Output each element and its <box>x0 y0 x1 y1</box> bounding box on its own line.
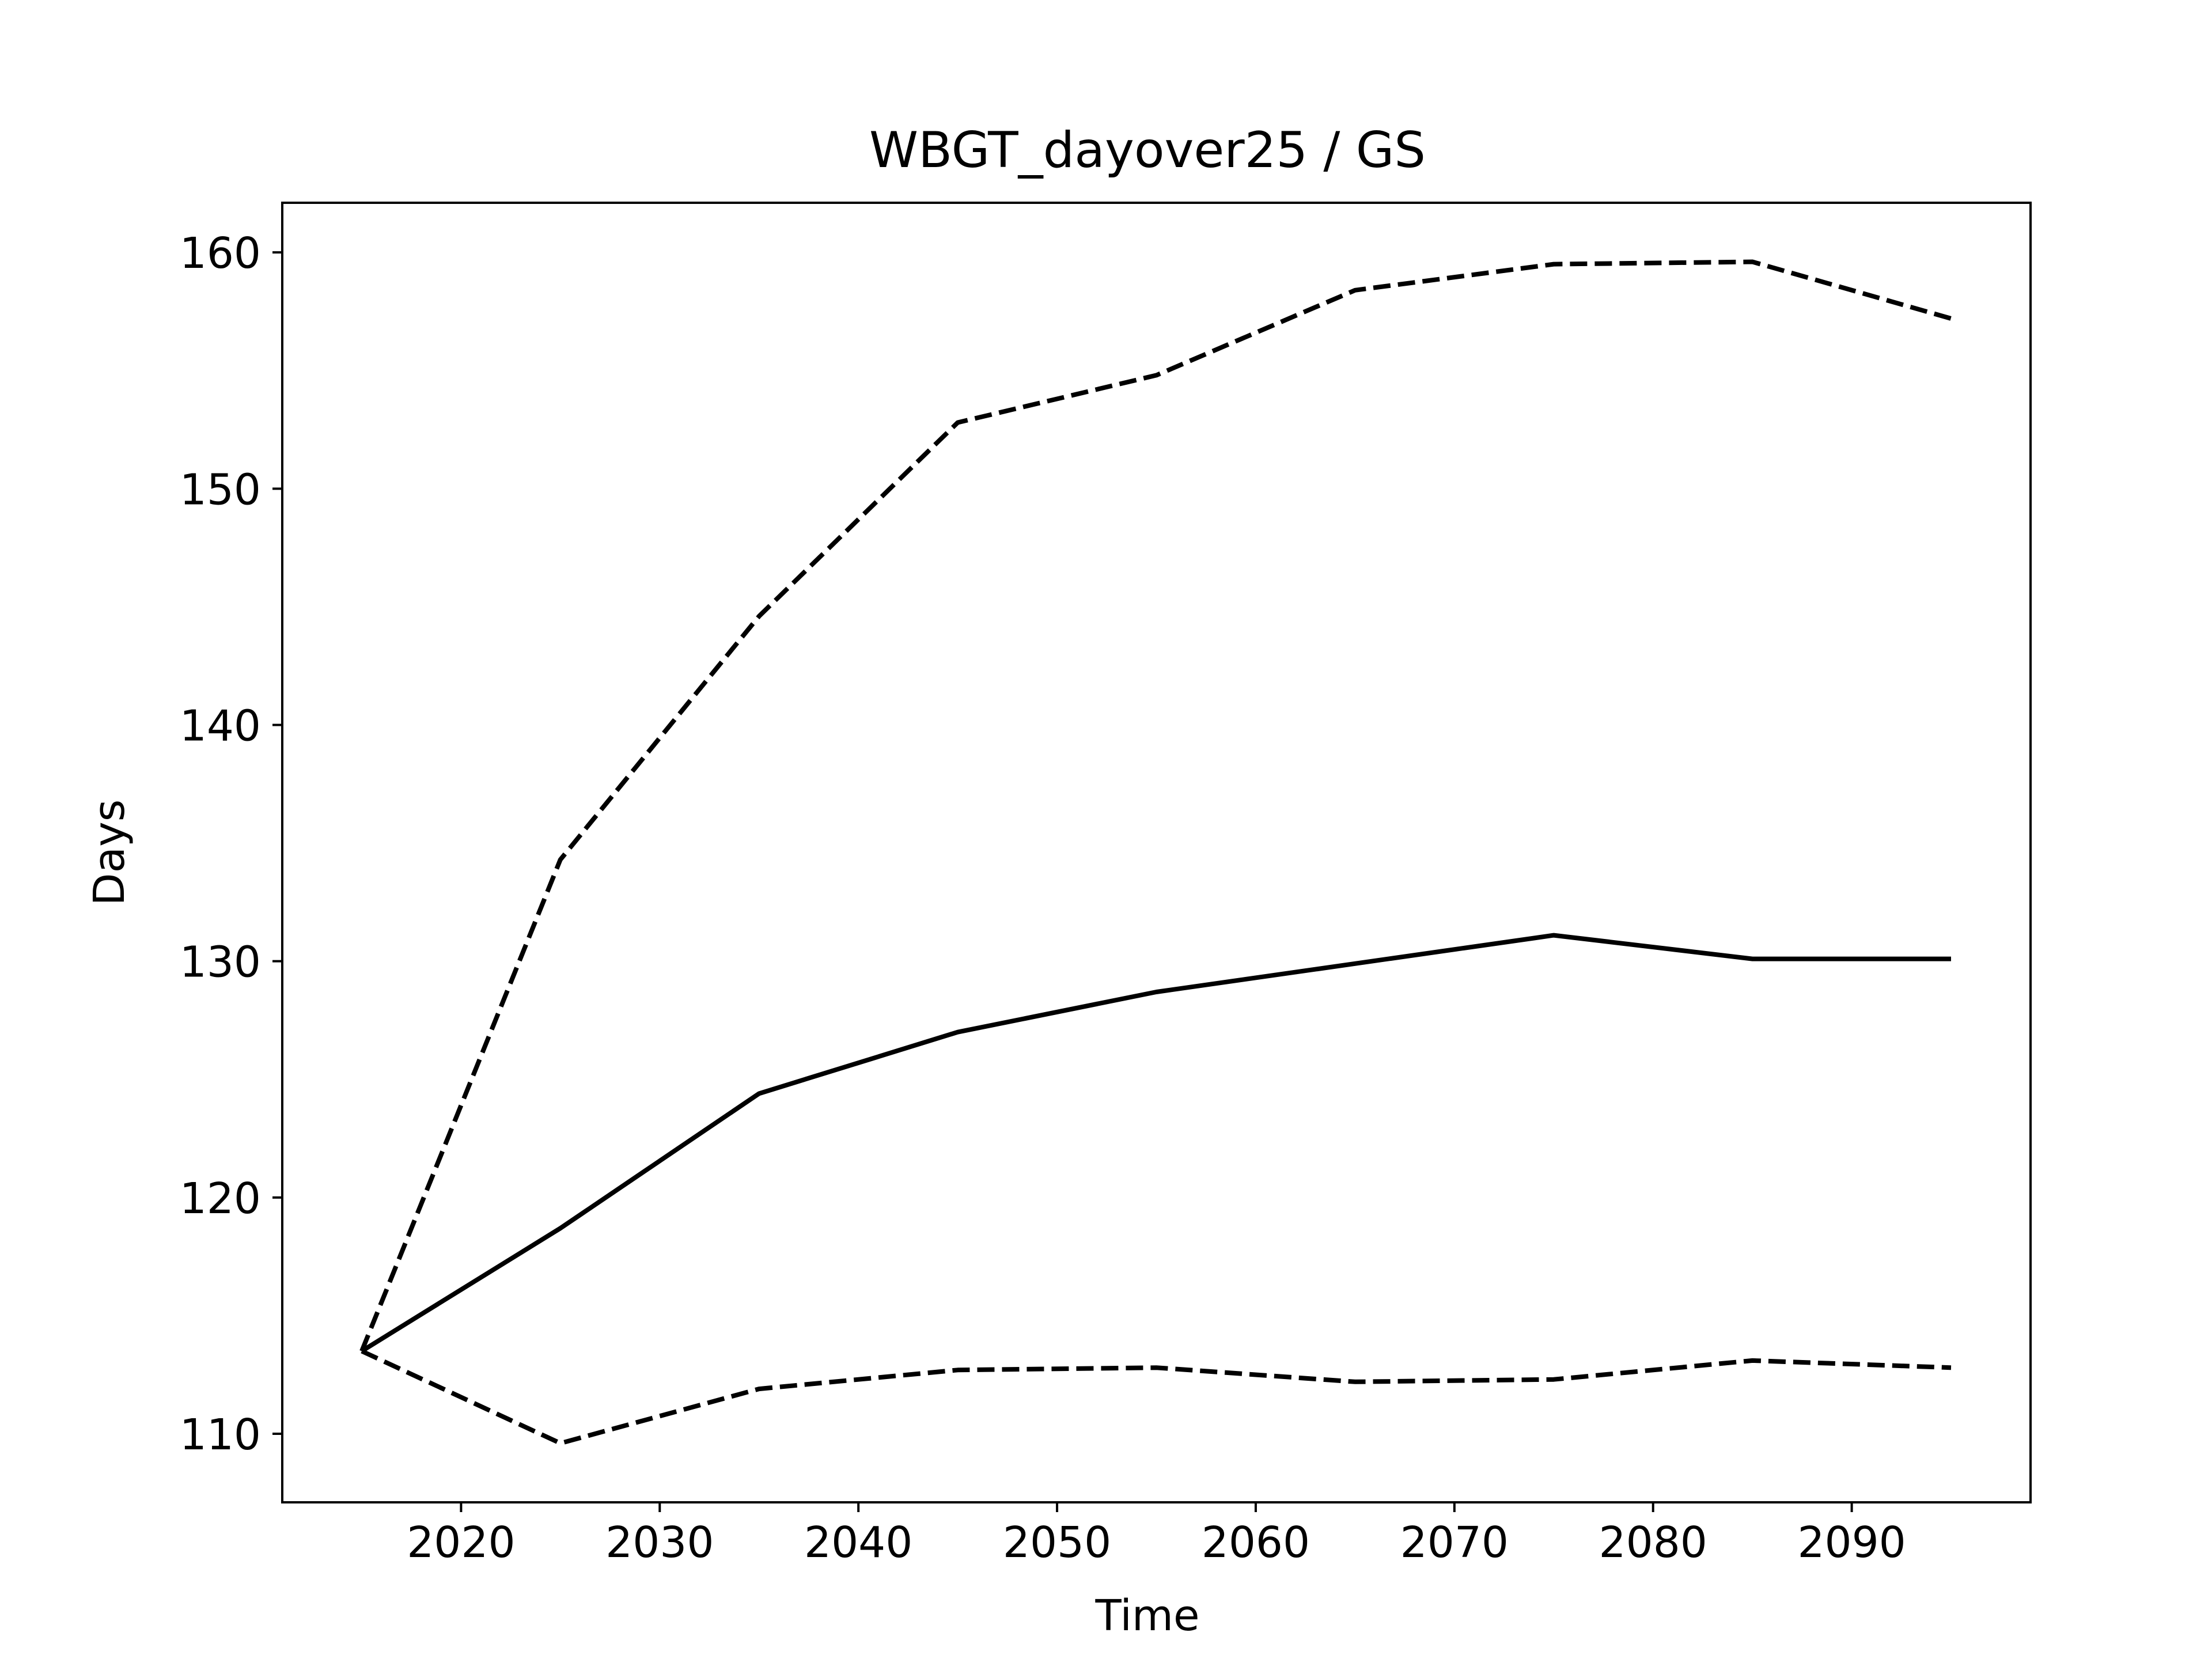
x-tick-label-2030: 2030 <box>605 1518 714 1567</box>
x-axis-label: Time <box>1094 1591 1199 1641</box>
plot-area: 2020 2030 2040 2050 2060 2070 2080 2090 110 120 13… <box>180 202 2032 1567</box>
x-tick-label-2040: 2040 <box>804 1518 912 1567</box>
y-tick-label-130: 130 <box>180 938 261 987</box>
y-tick-label-160: 160 <box>180 229 261 278</box>
y-tick-label-110: 110 <box>180 1410 261 1460</box>
series-line-2 <box>360 933 1951 1353</box>
x-tick-label-2080: 2080 <box>1599 1518 1707 1567</box>
plot-frame <box>281 202 2032 1503</box>
x-tick-label-2090: 2090 <box>1797 1518 1906 1567</box>
series-line-1 <box>359 259 1952 1352</box>
series-line-3 <box>361 1349 1952 1446</box>
y-tick-label-120: 120 <box>180 1174 261 1224</box>
y-tick-label-140: 140 <box>180 702 261 751</box>
y-tick-label-150: 150 <box>180 465 261 514</box>
x-tick-label-2050: 2050 <box>1003 1518 1111 1567</box>
y-axis-label: Days <box>85 800 134 906</box>
chart-title: WBGT_dayover25 / GS <box>869 122 1426 179</box>
x-tick-label-2060: 2060 <box>1202 1518 1310 1567</box>
x-tick-label-2020: 2020 <box>407 1518 515 1567</box>
x-tick-label-2070: 2070 <box>1400 1518 1509 1567</box>
